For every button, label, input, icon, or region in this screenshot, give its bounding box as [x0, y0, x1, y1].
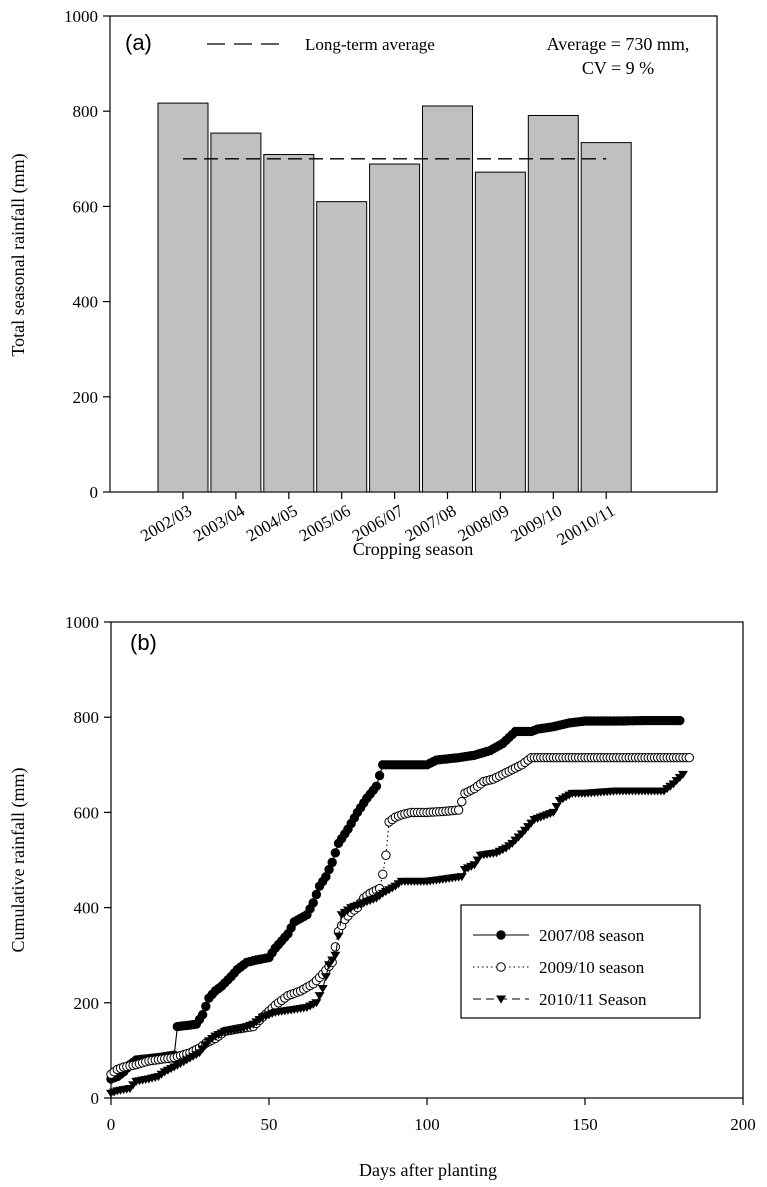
data-point: [453, 805, 464, 815]
series-0: [106, 715, 685, 1084]
panel-a-x-tick-label: 2002/03: [137, 501, 195, 545]
panel-b-x-tick-label: 0: [107, 1115, 116, 1134]
panel-b-y-axis-title: Cumulative rainfall (mm): [8, 768, 29, 953]
panel-a-y-tick-label: 1000: [64, 7, 98, 26]
panel-b-x-tick-label: 150: [572, 1115, 598, 1134]
panel-b-y-tick-label: 600: [74, 803, 100, 822]
panel-b-x-tick-label: 100: [414, 1115, 440, 1134]
panel-b-x-tick-label: 200: [730, 1115, 756, 1134]
data-point: [330, 942, 341, 952]
panel-b-frame: [110, 621, 744, 1099]
bar: [369, 163, 421, 493]
panel-b-plot: 0 200 400 600 800 1000 0 50 100 150 200 2007/08 sea…: [65, 613, 756, 1134]
panel-a-y-tick-label: 200: [73, 388, 99, 407]
panel-a-y-tick-label: 800: [73, 102, 99, 121]
data-point: [320, 973, 331, 982]
data-point: [456, 873, 467, 882]
average-annotation-line1: Average = 730 mm,: [547, 34, 690, 54]
bar: [422, 105, 473, 493]
bar: [527, 114, 579, 493]
panel-a-plot: 020040060080010002002/032003/042004/0520…: [64, 7, 718, 549]
data-point: [314, 992, 325, 1001]
bar: [580, 142, 632, 493]
data-point: [333, 932, 344, 941]
data-point: [381, 850, 391, 860]
bar: [316, 201, 368, 493]
data-point: [548, 808, 559, 817]
legend-label: 2009/10 season: [539, 958, 645, 977]
data-point: [378, 869, 388, 879]
legend-label: 2010/11 Season: [539, 990, 647, 1009]
panel-a-x-tick-label: 2003/04: [190, 501, 248, 546]
panel-a-x-axis-title: Cropping season: [353, 539, 474, 559]
legend-marker: [496, 995, 506, 1004]
data-point: [675, 715, 685, 726]
panel-a-x-tick-label: 2004/05: [243, 501, 301, 545]
panel-b-y-tick-label: 200: [74, 994, 100, 1013]
data-point: [327, 857, 337, 868]
panel-b-label: (b): [130, 630, 157, 655]
legend-marker: [496, 930, 506, 940]
panel-a-y-tick-label: 400: [73, 293, 99, 312]
data-point: [330, 848, 341, 858]
data-point: [317, 985, 328, 994]
bar: [157, 102, 209, 493]
data-point: [684, 752, 694, 763]
panel-a-y-axis-title: Total seasonal rainfall (mm): [8, 153, 29, 356]
series-2: [106, 770, 688, 1098]
average-annotation-line2: CV = 9 %: [582, 58, 654, 78]
panel-a-x-tick-label: 2005/06: [296, 501, 354, 545]
reference-line-legend-label: Long-term average: [305, 35, 435, 54]
data-point: [551, 802, 562, 811]
bar: [210, 132, 262, 493]
panel-b-y-tick-label: 400: [74, 899, 100, 918]
bar: [474, 171, 526, 493]
data-point: [457, 796, 467, 807]
panel-a-x-tick-label: 20010/11: [554, 501, 619, 549]
data-point: [311, 889, 322, 900]
panel-a-y-tick-label: 0: [90, 483, 99, 502]
data-point: [330, 951, 341, 960]
panel-b-x-axis-title: Days after planting: [359, 1160, 497, 1180]
data-point: [311, 999, 322, 1008]
data-point: [197, 1010, 208, 1020]
bar: [263, 154, 315, 493]
panel-b-legend: 2007/08 season 2009/10 season 2010/11 Seas…: [460, 904, 701, 1019]
legend-label: 2007/08 season: [539, 926, 645, 945]
data-point: [371, 781, 382, 791]
data-point: [308, 898, 318, 908]
panel-a-label: (a): [125, 30, 152, 55]
data-point: [374, 770, 385, 781]
panel-a-y-tick-label: 600: [73, 197, 99, 216]
data-point: [201, 1001, 211, 1012]
panel-b-y-tick-label: 0: [91, 1089, 100, 1108]
legend-marker: [496, 962, 506, 972]
panel-b-x-tick-label: 50: [261, 1115, 278, 1134]
panel-b-y-tick-label: 1000: [65, 613, 99, 632]
panel-b-y-tick-label: 800: [74, 708, 100, 727]
panel-a-x-tick-label: 2008/09: [455, 501, 513, 545]
data-point: [677, 770, 688, 779]
